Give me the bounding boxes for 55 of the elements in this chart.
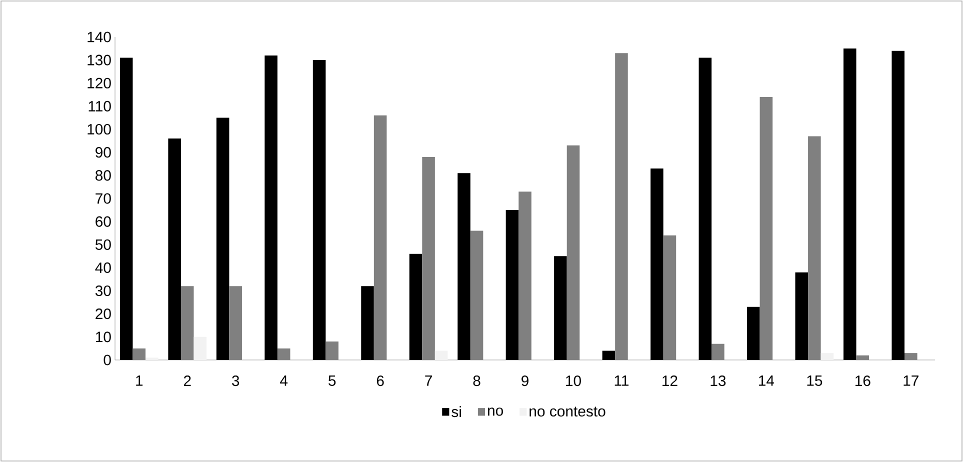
bar [843,48,856,360]
bar [650,168,664,360]
y-tick-label: 20 [96,308,111,320]
bar [361,286,374,360]
bar [434,350,448,360]
bar [312,60,326,360]
bar [168,138,181,360]
legend-label: no contesto [530,406,606,417]
y-tick-label: 100 [88,124,111,135]
x-tick-label: 16 [855,376,870,386]
bar [602,350,616,360]
y-tick-label: 140 [88,32,111,42]
bar [264,55,278,360]
bar [820,353,834,360]
legend-label: si [452,406,461,418]
x-tick-label: 5 [328,376,336,386]
bar [409,254,422,360]
x-tick-label: 17 [904,376,918,386]
x-tick-label: 9 [522,376,528,386]
x-tick-label: 8 [473,376,480,386]
bar [120,58,133,360]
y-tick-label: 60 [96,216,111,227]
legend-label: no [488,408,503,416]
bar [458,173,470,360]
x-tick-label: 15 [807,376,822,386]
x-tick-label: 7 [425,376,432,386]
bar [747,306,760,360]
bar [698,58,712,360]
x-tick-label: 4 [280,376,288,386]
bar [216,118,230,360]
x-tick-label: 12 [662,376,678,386]
y-tick-label: 30 [95,285,111,296]
x-tick-label: 1 [136,376,143,386]
y-tick-label: 130 [88,54,111,66]
bar [892,50,904,360]
bar [194,336,207,360]
y-tick-label: 40 [95,262,111,273]
x-tick-label: 3 [232,376,240,386]
bar [554,256,567,360]
bar [506,210,519,360]
x-tick-label: 6 [376,376,384,386]
y-tick-label: 90 [96,147,111,158]
y-tick-label: 10 [96,332,111,342]
y-tick-label: 0 [104,354,111,366]
bar [795,272,808,360]
y-tick-label: 50 [95,239,111,250]
y-tick-label: 70 [96,193,111,204]
y-tick-label: 120 [88,78,111,88]
x-tick-label: 11 [614,376,629,386]
y-tick-label: 110 [88,100,111,112]
x-tick-label: 13 [710,376,726,386]
x-tick-label: 2 [184,376,191,386]
x-tick-label: 14 [759,376,774,386]
x-tick-label: 10 [566,376,581,386]
y-tick-label: 80 [96,170,111,181]
